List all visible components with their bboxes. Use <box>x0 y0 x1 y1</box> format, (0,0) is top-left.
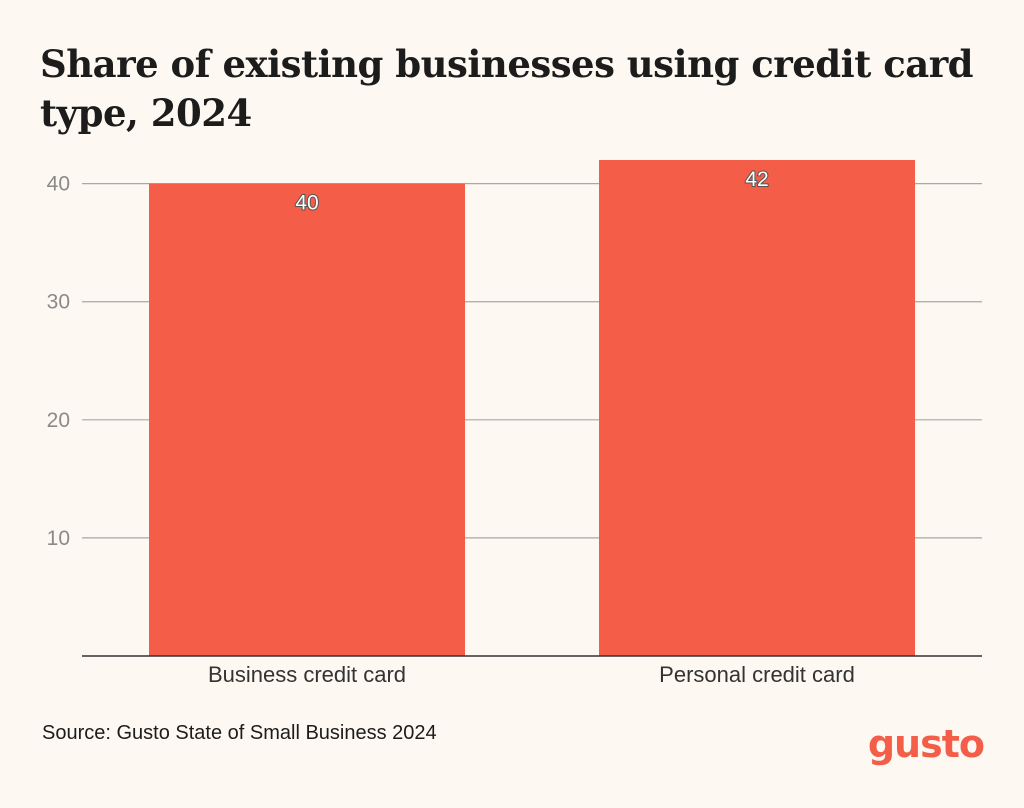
y-tick-label-10: 10 <box>47 527 70 550</box>
category-label-2: Personal credit card <box>659 662 855 687</box>
data-labels: 40 42 <box>294 167 769 216</box>
y-tick-label-20: 20 <box>47 409 70 432</box>
y-tick-label-40: 40 <box>47 173 70 196</box>
source-note: Source: Gusto State of Small Business 20… <box>42 722 437 744</box>
bars <box>149 160 915 656</box>
category-labels: Business credit card Personal credit card <box>208 662 855 687</box>
data-label-2: 42 <box>745 168 768 191</box>
y-tick-label-30: 30 <box>47 291 70 314</box>
bar-1 <box>149 183 465 656</box>
gusto-logo: gusto <box>867 722 985 766</box>
category-label-1: Business credit card <box>208 662 406 687</box>
bar-2 <box>599 160 915 656</box>
y-axis-ticks: 10 20 30 40 <box>47 173 70 550</box>
chart-title: Share of existing businesses using credi… <box>40 42 974 135</box>
data-label-1: 40 <box>295 192 318 215</box>
